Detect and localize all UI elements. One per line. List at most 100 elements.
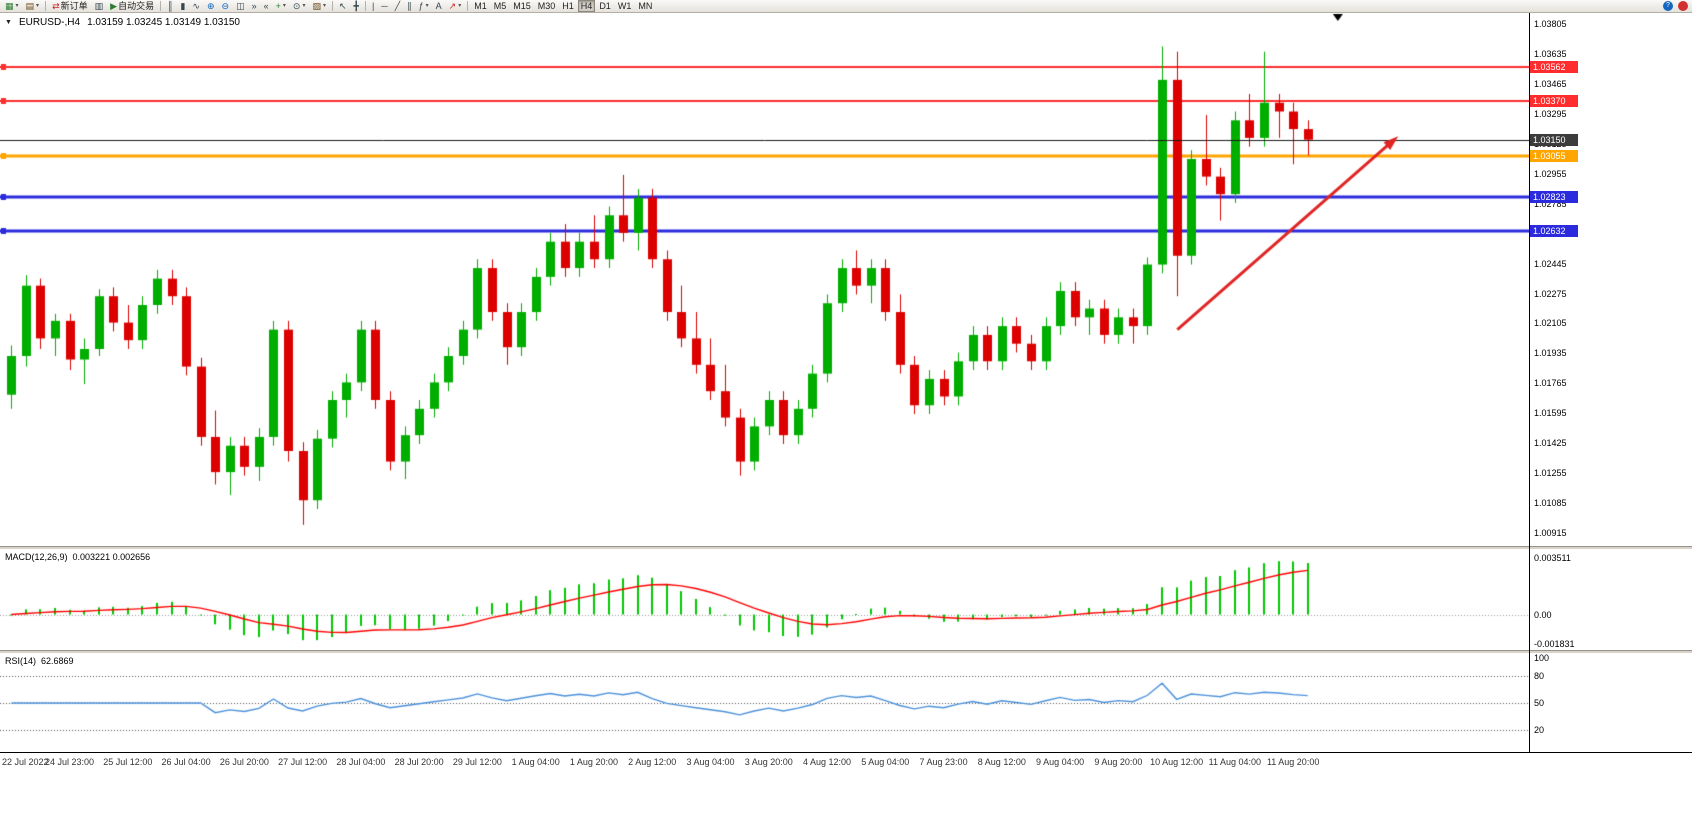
- zoom-out-icon: ⊖: [221, 1, 230, 11]
- candlestick-mode-button[interactable]: ▮: [177, 0, 188, 12]
- axis-tick-label: 1.03295: [1534, 109, 1567, 120]
- price-axis[interactable]: 1.038051.036351.034651.032951.031251.029…: [1530, 13, 1692, 546]
- indicators-icon: +: [275, 1, 281, 11]
- timeframe-m5-button[interactable]: M5: [491, 0, 510, 12]
- time-label: 26 Jul 04:00: [161, 757, 211, 767]
- templates-button[interactable]: ▨ ▾: [309, 0, 329, 12]
- new-order-button[interactable]: ⇄ 新订单: [49, 0, 91, 12]
- timeframe-d1-button[interactable]: D1: [596, 0, 614, 12]
- rsi-canvas[interactable]: [0, 654, 1529, 752]
- new-chart-button[interactable]: ▦ ▾: [2, 0, 22, 12]
- auto-trading-icon: ▶: [110, 1, 118, 11]
- indicators-dropdown-icon[interactable]: ▾: [282, 2, 286, 9]
- axis-tick-label: 1.02785: [1534, 198, 1567, 209]
- crosshair-button[interactable]: ╋: [351, 0, 362, 12]
- timeframe-m30-button[interactable]: M30: [535, 0, 559, 12]
- price-chart-canvas[interactable]: [0, 13, 1529, 546]
- time-axis[interactable]: 22 Jul 2022 24 Jul 23:00 25 Jul 12:00 26 Ju…: [0, 752, 1692, 837]
- time-label: 2 Aug 12:00: [628, 757, 677, 767]
- bar-chart-mode-button[interactable]: ║: [164, 0, 176, 12]
- community-icon[interactable]: [1678, 1, 1688, 11]
- time-label: 11 Aug 20:00: [1266, 757, 1320, 767]
- time-label: 24 Jul 23:00: [45, 757, 95, 767]
- templates-dropdown-icon[interactable]: ▾: [322, 2, 326, 9]
- auto-scroll-button[interactable]: »: [249, 0, 260, 12]
- periods-dropdown-icon[interactable]: ▾: [302, 2, 306, 9]
- chart-shift-button[interactable]: «: [261, 0, 272, 12]
- time-label: 11 Aug 04:00: [1208, 757, 1262, 767]
- price-badge: 1.02632: [1530, 224, 1578, 237]
- axis-tick-label: 1.02105: [1534, 318, 1567, 329]
- periods-icon: ⊙: [292, 1, 301, 11]
- periods-button[interactable]: ⊙ ▾: [290, 0, 309, 12]
- new-chart-dropdown-icon[interactable]: ▾: [15, 2, 19, 9]
- chart-title: ▼ EURUSD-,H4 1.03159 1.03245 1.03149 1.0…: [5, 17, 240, 28]
- time-label: 1 Aug 04:00: [511, 757, 560, 767]
- axis-tick-label: 0.00: [1534, 609, 1552, 620]
- axis-tick-label: 1.01425: [1534, 438, 1567, 449]
- trendline-button[interactable]: ╱: [392, 0, 403, 12]
- macd-canvas[interactable]: [0, 550, 1529, 650]
- macd-label: MACD(12,26,9) 0.003221 0.002656: [5, 552, 150, 562]
- cursor-button[interactable]: ↖: [336, 0, 350, 12]
- main-chart-panel: ▼ EURUSD-,H4 1.03159 1.03245 1.03149 1.0…: [0, 13, 1692, 546]
- tile-windows-icon: ◫: [236, 1, 245, 11]
- timeframe-mn-button[interactable]: MN: [635, 0, 655, 12]
- axis-tick-label: 20: [1534, 725, 1545, 735]
- price-badge: 1.03055: [1530, 150, 1578, 163]
- auto-trading-button[interactable]: ▶ 自动交易: [107, 0, 157, 12]
- time-label: 25 Jul 12:00: [103, 757, 153, 767]
- fibonacci-dropdown-icon[interactable]: ▾: [425, 2, 429, 9]
- axis-tick-label: 1.01935: [1534, 348, 1567, 359]
- price-badge: 1.03370: [1530, 94, 1578, 107]
- axis-tick-label: 1.02275: [1534, 288, 1567, 299]
- axis-tick-label: 1.02445: [1534, 258, 1567, 269]
- axis-tick-label: 100: [1534, 653, 1550, 663]
- price-badge: 1.02823: [1530, 191, 1578, 204]
- panel-divider[interactable]: [0, 546, 1692, 550]
- help-icon[interactable]: ?: [1663, 1, 1673, 11]
- macd-name: MACD(12,26,9): [5, 552, 68, 562]
- arrows-tool-icon: ↗: [448, 1, 457, 11]
- vertical-line-button[interactable]: |: [369, 0, 377, 12]
- text-label-icon: A: [435, 1, 442, 11]
- zoom-out-button[interactable]: ⊖: [219, 0, 233, 12]
- time-label: 5 Aug 04:00: [861, 757, 910, 767]
- candlestick-mode-icon: ▮: [180, 1, 186, 11]
- timeframe-m1-button[interactable]: M1: [471, 0, 490, 12]
- text-label-button[interactable]: A: [433, 0, 445, 12]
- chart-windows-button[interactable]: ▥: [92, 0, 107, 12]
- indicators-button[interactable]: + ▾: [273, 0, 289, 12]
- timeframe-h4-button[interactable]: H4: [577, 0, 596, 12]
- profiles-button[interactable]: ▤ ▾: [23, 0, 43, 12]
- macd-axis[interactable]: 0.003511 0.00 -0.001831: [1530, 550, 1692, 650]
- timeframe-h1-button[interactable]: H1: [559, 0, 577, 12]
- timeframe-w1-button[interactable]: W1: [615, 0, 635, 12]
- line-chart-mode-button[interactable]: ∿: [189, 0, 203, 12]
- time-label: 22 Jul 2022: [2, 757, 49, 767]
- toolbar-separator: [45, 1, 47, 11]
- axis-tick-label: 1.00915: [1534, 527, 1567, 538]
- tile-windows-button[interactable]: ◫: [233, 0, 248, 12]
- rsi-axis[interactable]: 100 80 50 20: [1530, 653, 1692, 752]
- one-click-trading-toggle[interactable]: ▼: [5, 19, 12, 26]
- axis-tick-label: 1.01765: [1534, 378, 1567, 389]
- fibonacci-button[interactable]: ƒ ▾: [416, 0, 432, 12]
- toolbar-separator: [331, 1, 333, 11]
- arrows-tool-dropdown-icon[interactable]: ▾: [458, 2, 462, 9]
- horizontal-line-button[interactable]: ─: [378, 0, 390, 12]
- panel-divider[interactable]: [0, 650, 1692, 654]
- time-label: 27 Jul 12:00: [278, 757, 328, 767]
- zoom-in-button[interactable]: ⊕: [204, 0, 218, 12]
- profiles-dropdown-icon[interactable]: ▾: [36, 2, 40, 9]
- new-order-label: 新订单: [60, 0, 88, 11]
- new-order-icon: ⇄: [52, 1, 60, 11]
- axis-tick-label: 1.01255: [1534, 467, 1567, 478]
- toolbar-separator: [467, 1, 469, 11]
- timeframe-m15-button[interactable]: M15: [510, 0, 534, 12]
- toolbar-separator: [364, 1, 366, 11]
- rsi-panel: RSI(14) 62.6869 100 80 50 20: [0, 653, 1692, 752]
- price-badge: 1.03562: [1530, 61, 1578, 74]
- arrows-tool-button[interactable]: ↗ ▾: [446, 0, 465, 12]
- equidistant-channel-button[interactable]: ∥: [404, 0, 415, 12]
